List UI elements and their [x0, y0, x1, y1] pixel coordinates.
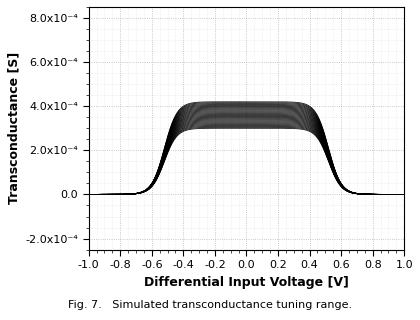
Text: Fig. 7.   Simulated transconductance tuning range.: Fig. 7. Simulated transconductance tunin… — [68, 300, 352, 310]
Y-axis label: Transconductance [S]: Transconductance [S] — [7, 52, 20, 204]
X-axis label: Differential Input Voltage [V]: Differential Input Voltage [V] — [144, 276, 349, 289]
